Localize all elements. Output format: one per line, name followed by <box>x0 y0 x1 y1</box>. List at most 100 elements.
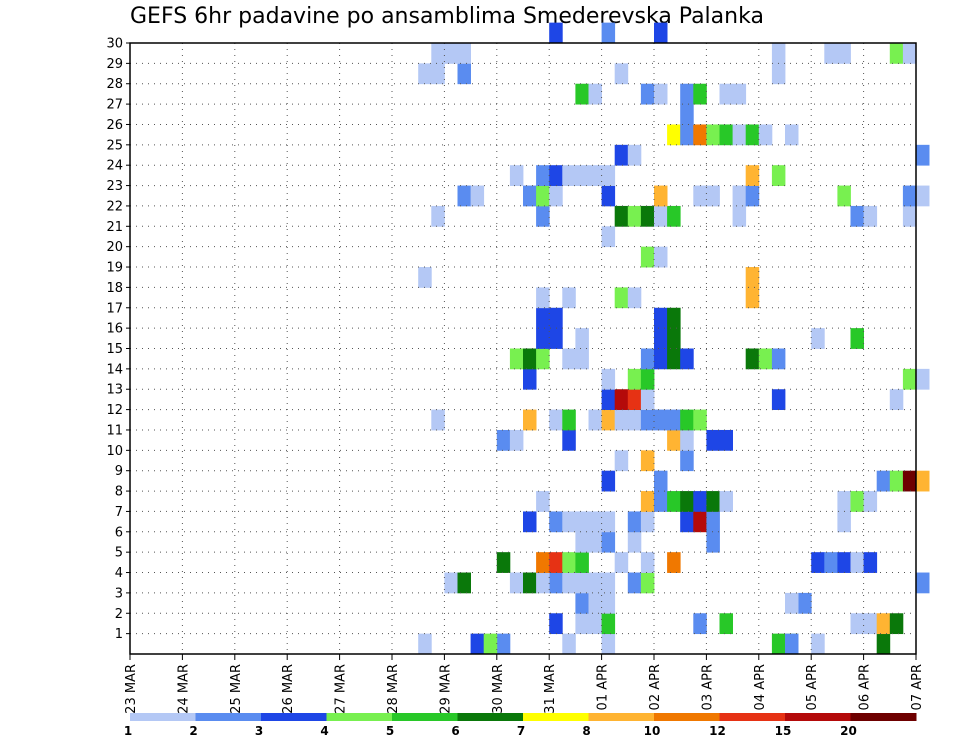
heatmap-cell <box>640 368 655 390</box>
heatmap-cell <box>588 165 602 186</box>
y-tick-label: 22 <box>106 199 123 214</box>
heatmap-cell <box>562 572 576 594</box>
heatmap-cell <box>667 409 681 431</box>
heatmap-cell <box>509 572 524 594</box>
heatmap-cell <box>627 389 642 410</box>
heatmap-cell <box>509 429 524 451</box>
heatmap-cell <box>588 409 602 431</box>
heatmap-cell <box>614 450 629 472</box>
colorbar-swatch <box>326 713 393 721</box>
heatmap-cell <box>771 633 786 655</box>
heatmap-cell <box>418 267 432 288</box>
heatmap-cell <box>732 205 747 227</box>
heatmap-cell <box>876 613 891 635</box>
x-tick-label: 07 APR <box>910 664 925 710</box>
y-tick-label: 19 <box>106 261 123 276</box>
colorbar-label: 1 <box>124 724 132 738</box>
heatmap-cell <box>654 185 668 207</box>
x-tick-label: 25 MAR <box>229 664 244 714</box>
heatmap-cell <box>627 205 642 227</box>
y-tick-label: 26 <box>106 118 123 133</box>
heatmap-cell <box>614 205 629 227</box>
colorbar-swatch <box>654 713 720 721</box>
heatmap-cell <box>850 613 864 635</box>
heatmap-cell <box>693 491 707 512</box>
heatmap-cell <box>706 491 720 512</box>
heatmap-cell <box>667 491 681 512</box>
heatmap-cell <box>562 552 576 573</box>
heatmap-cell <box>902 470 917 492</box>
heatmap-cell <box>588 511 602 533</box>
heatmap-cell <box>549 572 563 594</box>
heatmap-cell <box>837 185 851 207</box>
heatmap-cell <box>889 389 904 410</box>
x-tick-label: 30 MAR <box>491 664 506 714</box>
heatmap-cell <box>562 429 576 451</box>
colorbar-label: 7 <box>517 724 525 738</box>
heatmap-cell <box>483 633 498 655</box>
y-tick-label: 30 <box>106 37 123 52</box>
heatmap-cell <box>562 165 576 186</box>
heatmap-cell <box>614 287 629 309</box>
y-tick-label: 23 <box>106 179 123 194</box>
heatmap-cell <box>824 552 838 573</box>
heatmap-cell <box>654 22 668 44</box>
x-tick-label: 29 MAR <box>438 664 453 714</box>
heatmap-cell <box>706 124 720 146</box>
heatmap-cell <box>562 633 576 655</box>
heatmap-cell <box>798 592 812 614</box>
heatmap-cell <box>523 572 537 594</box>
heatmap-cell <box>680 83 694 105</box>
heatmap-cell <box>680 450 694 472</box>
heatmap-cell <box>719 83 733 105</box>
colorbar-label: 2 <box>189 724 197 738</box>
x-tick-label: 06 APR <box>858 664 873 710</box>
heatmap-cell <box>654 83 668 105</box>
x-tick-label: 23 MAR <box>124 664 139 714</box>
heatmap-cell <box>745 185 760 207</box>
heatmap-cell <box>640 205 655 227</box>
heatmap-cell <box>640 389 655 410</box>
heatmap-cell <box>863 491 878 512</box>
colorbar-label: 15 <box>775 724 792 738</box>
grid-lines <box>130 43 917 654</box>
colorbar-swatch <box>130 713 196 721</box>
heatmap-cell <box>916 368 930 390</box>
heatmap-cell <box>771 43 786 64</box>
heatmap-cell <box>523 348 537 370</box>
heatmap-cell <box>745 348 760 370</box>
heatmap-cell <box>549 165 563 186</box>
heatmap-cell <box>536 348 550 370</box>
heatmap-cell <box>706 531 720 553</box>
heatmap-cell <box>719 491 733 512</box>
colorbar-swatch <box>523 713 589 721</box>
heatmap-cell <box>431 409 445 431</box>
heatmap-cell <box>667 328 681 349</box>
heatmap-cell <box>496 552 511 573</box>
heatmap-cell <box>640 491 655 512</box>
x-tick-label: 02 APR <box>648 664 663 710</box>
heatmap-cell <box>509 165 524 186</box>
heatmap-cell <box>902 43 917 64</box>
heatmap-cell <box>601 409 616 431</box>
heatmap-cell <box>863 613 878 635</box>
heatmap-cell <box>706 511 720 533</box>
y-tick-label: 9 <box>115 464 123 479</box>
x-tick-label: 27 MAR <box>334 664 349 714</box>
heatmap-cell <box>536 185 550 207</box>
y-tick-label: 29 <box>106 57 123 72</box>
heatmap-cell <box>680 124 694 146</box>
heatmap-cell <box>693 124 707 146</box>
heatmap-cell <box>627 144 642 166</box>
heatmap-cell <box>889 613 904 635</box>
heatmap-cell <box>732 124 747 146</box>
colorbar-swatch <box>392 713 458 721</box>
heatmap-cell <box>693 613 707 635</box>
heatmap-cell <box>916 185 930 207</box>
heatmap-cell <box>745 267 760 288</box>
heatmap-cell <box>627 287 642 309</box>
heatmap-cell <box>889 470 904 492</box>
y-tick-label: 18 <box>106 281 123 296</box>
heatmap-cell <box>811 328 825 349</box>
heatmap-cell <box>640 572 655 594</box>
